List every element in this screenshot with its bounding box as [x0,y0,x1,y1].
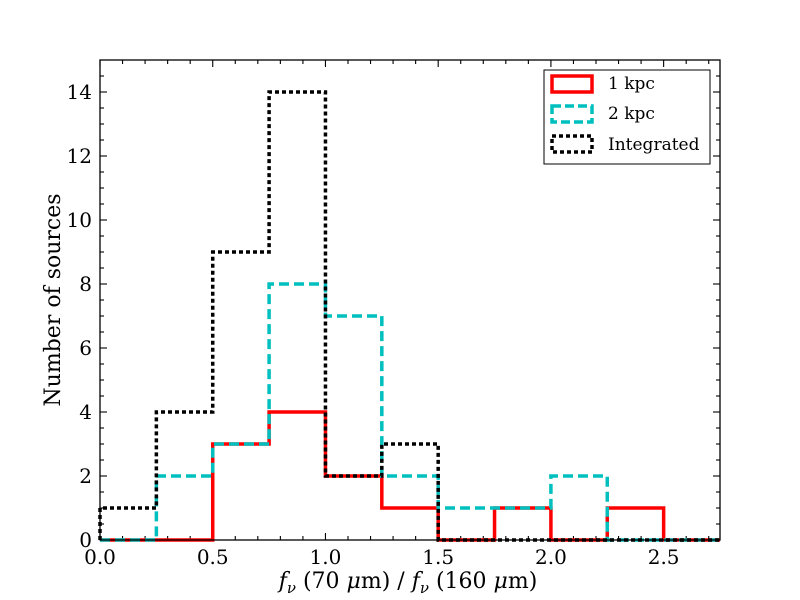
y-tick-label: 2 [79,464,92,488]
legend-label-integrated: Integrated [608,135,700,155]
x-tick-label: 1.0 [310,545,342,569]
axis-ticks [99,60,720,541]
x-tick-label: 1.5 [422,545,454,569]
y-tick-label: 6 [79,336,92,360]
tick-labels: 0.0 0.5 1.0 1.5 2.0 2.5 0 2 4 6 8 10 12 14 [67,80,680,569]
legend-label-2kpc: 2 kpc [608,104,655,124]
y-tick-label: 10 [67,208,92,232]
legend: 1 kpc 2 kpc Integrated [543,69,711,165]
legend-swatch-2kpc [550,104,594,124]
legend-label-1kpc: 1 kpc [608,74,655,94]
histogram-series-2-kpc [100,282,720,542]
y-tick-label: 8 [79,272,92,296]
x-tick-label: 0.0 [84,545,116,569]
y-tick-label: 14 [67,80,92,104]
x-tick-label: 2.0 [535,545,567,569]
legend-frame [543,69,711,165]
plot-frame [99,59,721,541]
x-tick-label: 2.5 [648,545,680,569]
x-axis-label: fν (70 μm) / fν (160 μm) [277,569,538,597]
y-tick-label: 0 [79,528,92,552]
y-axis-label: Number of sources [41,193,66,406]
y-tick-label: 4 [79,400,92,424]
x-tick-label: 0.5 [197,545,229,569]
y-tick-label: 12 [67,144,92,168]
legend-swatch-1kpc [550,74,594,94]
